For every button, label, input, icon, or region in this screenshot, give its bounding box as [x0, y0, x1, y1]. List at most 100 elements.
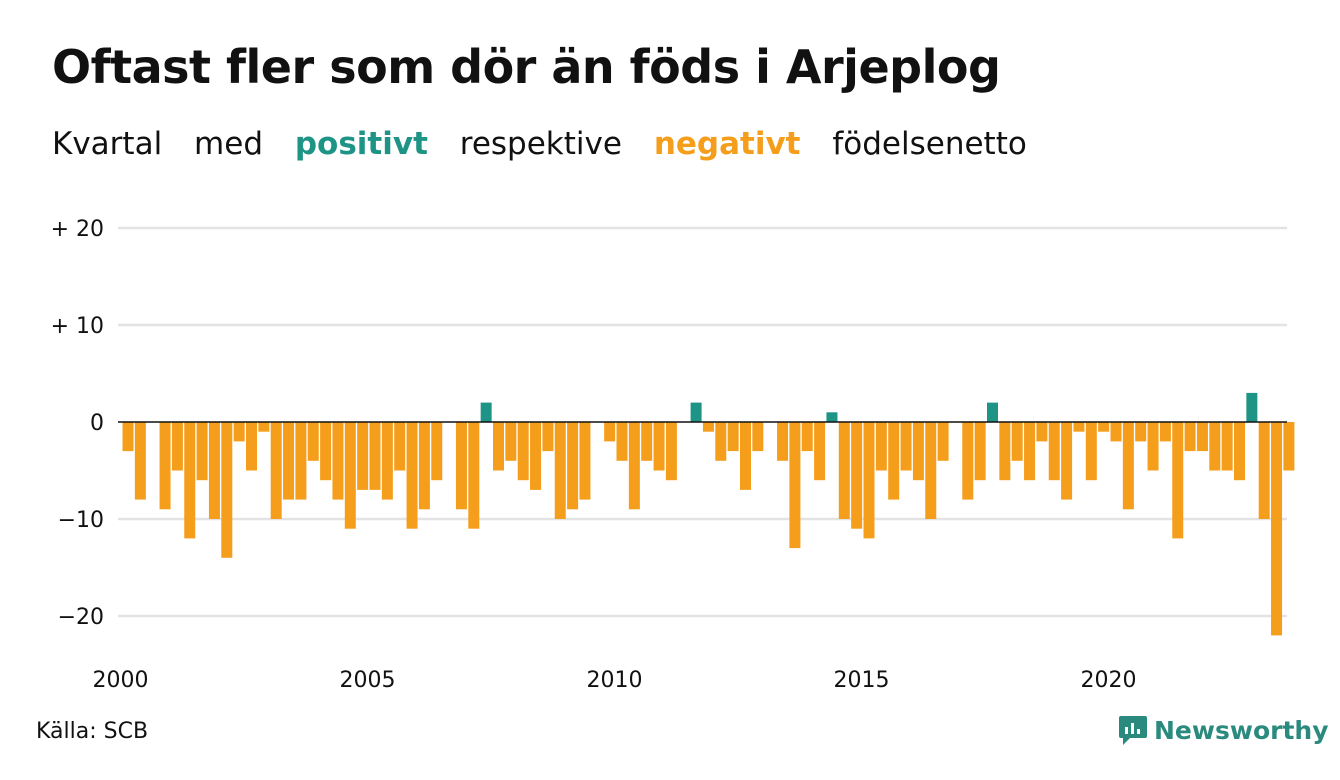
bar-negative: [332, 422, 344, 500]
bar-negative: [381, 422, 393, 500]
bar-negative: [641, 422, 653, 461]
bar-negative: [221, 422, 233, 558]
bar-negative: [196, 422, 208, 481]
chart-title: Oftast fler som dör än föds i Arjeplog: [52, 40, 1001, 94]
x-tick-label: 2005: [340, 668, 396, 693]
bar-negative: [925, 422, 937, 519]
source-note: Källa: SCB: [36, 719, 149, 744]
bar-negative: [320, 422, 332, 481]
bar-negative: [851, 422, 863, 529]
bar-negative: [542, 422, 554, 452]
bar-negative: [1085, 422, 1097, 481]
bar-negative: [777, 422, 789, 461]
bar-negative: [394, 422, 406, 471]
bar-negative: [1209, 422, 1221, 471]
bar-positive: [987, 402, 998, 422]
bar-negative: [727, 422, 739, 452]
bar-negative: [1271, 422, 1283, 636]
bar-negative: [616, 422, 628, 461]
bar-negative: [900, 422, 912, 471]
bar-negative: [1024, 422, 1036, 481]
bar-negative: [233, 422, 245, 442]
subtitle-word: Kvartal: [52, 126, 163, 162]
bar-negative: [1221, 422, 1233, 471]
bar-negative: [702, 422, 714, 432]
bar-negative: [1098, 422, 1110, 432]
bar-negative: [1283, 422, 1295, 471]
bar-negative: [999, 422, 1011, 481]
bar-negative: [1147, 422, 1159, 471]
bar-negative: [1135, 422, 1147, 442]
bar-negative: [814, 422, 826, 481]
bar-positive: [826, 412, 838, 422]
bar-negative: [937, 422, 949, 461]
bar-negative: [715, 422, 727, 461]
bar-positive: [480, 402, 492, 422]
bar-negative: [653, 422, 665, 471]
newsworthy-logo-icon: [1119, 716, 1147, 745]
bar-negative: [270, 422, 282, 519]
bar-negative: [554, 422, 566, 519]
bar-negative: [295, 422, 307, 500]
x-tick-label: 2015: [834, 668, 890, 693]
y-axis-labels: + 20 + 10 0 −10 −20: [51, 217, 104, 630]
bar-negative: [283, 422, 295, 500]
x-tick-label: 2000: [93, 668, 149, 693]
bar-negative: [307, 422, 319, 461]
bar-negative: [628, 422, 640, 510]
bar-negative: [406, 422, 418, 529]
bar-negative: [665, 422, 677, 481]
y-tick-label: −20: [58, 605, 104, 630]
bars: [118, 392, 1295, 636]
bar-negative: [455, 422, 467, 510]
subtitle-word: respektive: [459, 126, 622, 162]
bar-negative: [505, 422, 517, 461]
bar-negative: [1036, 422, 1048, 442]
bar-negative: [1258, 422, 1270, 519]
bar-negative: [1048, 422, 1060, 481]
y-tick-label: + 10: [51, 314, 104, 339]
bar-negative: [208, 422, 220, 519]
subtitle-positive: positivt: [294, 126, 428, 162]
bar-negative: [357, 422, 369, 490]
x-axis-labels: 2000 2005 2010 2015 2020: [93, 668, 1137, 693]
bar-negative: [122, 422, 134, 452]
bar-negative: [369, 422, 381, 490]
subtitle-word: med: [194, 126, 263, 162]
bar-negative: [1110, 422, 1122, 442]
bar-negative: [974, 422, 986, 481]
bar-positive: [1246, 392, 1258, 422]
bar-negative: [1234, 422, 1245, 481]
y-tick-label: −10: [58, 508, 104, 533]
x-tick-label: 2020: [1081, 668, 1137, 693]
bar-negative: [258, 422, 270, 432]
bar-negative: [246, 422, 257, 471]
bar-negative: [184, 422, 196, 539]
bar-negative: [344, 422, 356, 529]
bar-negative: [962, 422, 974, 500]
grid-lines: [118, 226, 1287, 618]
bar-negative: [1159, 422, 1171, 442]
bar-negative: [579, 422, 591, 500]
newsworthy-logo: Newsworthy: [1118, 714, 1329, 746]
bar-negative: [493, 422, 504, 471]
bar-negative: [134, 422, 146, 500]
bar-negative: [159, 422, 171, 510]
logo-text: Newsworthy: [1154, 715, 1329, 745]
bar-negative: [875, 422, 887, 471]
bar-negative: [752, 422, 764, 452]
bar-negative: [530, 422, 542, 490]
bar-negative: [604, 422, 616, 442]
bar-negative: [912, 422, 924, 481]
bar-negative: [740, 422, 751, 490]
bar-negative: [567, 422, 579, 510]
bar-negative: [1196, 422, 1208, 452]
chart-subtitle: Kvartal med positivt respektive negativt…: [52, 126, 1047, 162]
bar-positive: [690, 402, 702, 422]
subtitle-word: födelsenetto: [832, 126, 1027, 162]
bar-negative: [1061, 422, 1073, 500]
bar-negative: [789, 422, 801, 549]
bar-negative: [838, 422, 850, 519]
bar-negative: [1172, 422, 1184, 539]
bar-negative: [1122, 422, 1134, 510]
